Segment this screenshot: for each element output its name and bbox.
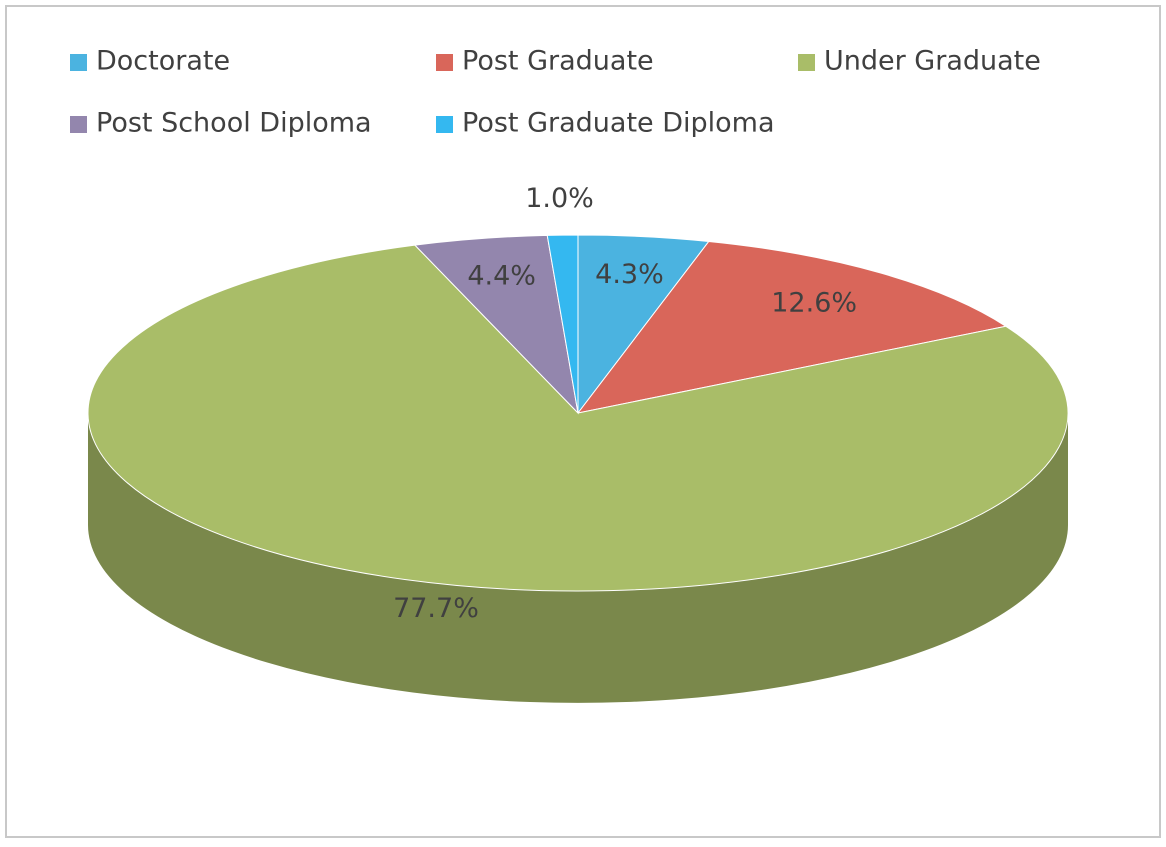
legend-label: Post School Diploma [96,108,372,139]
data-label: 12.6% [771,287,857,318]
legend-swatch [70,54,87,71]
legend-swatch [70,116,87,133]
pie-sides [88,413,1068,703]
data-label: 77.7% [393,593,479,624]
legend: Doctorate Post Graduate Under Graduate Post… [70,46,1041,139]
legend-label: Post Graduate [462,46,654,77]
data-label: 4.3% [595,259,664,290]
pie-side [88,413,1068,703]
pie-slice [87,244,1069,592]
legend-swatch [798,54,815,71]
data-label: 1.0% [525,183,594,214]
legend-swatch [436,116,453,133]
legend-label: Under Graduate [824,46,1041,77]
data-labels: 4.3% 12.6% 77.7% 4.4% 1.0% [393,183,857,624]
pie-tops [87,234,1069,592]
pie-slice [546,234,579,414]
pie-slice [576,240,1008,414]
legend-swatch [436,54,453,71]
legend-label: Doctorate [96,46,230,77]
data-label: 4.4% [467,260,536,291]
legend-label: Post Graduate Diploma [462,108,775,139]
